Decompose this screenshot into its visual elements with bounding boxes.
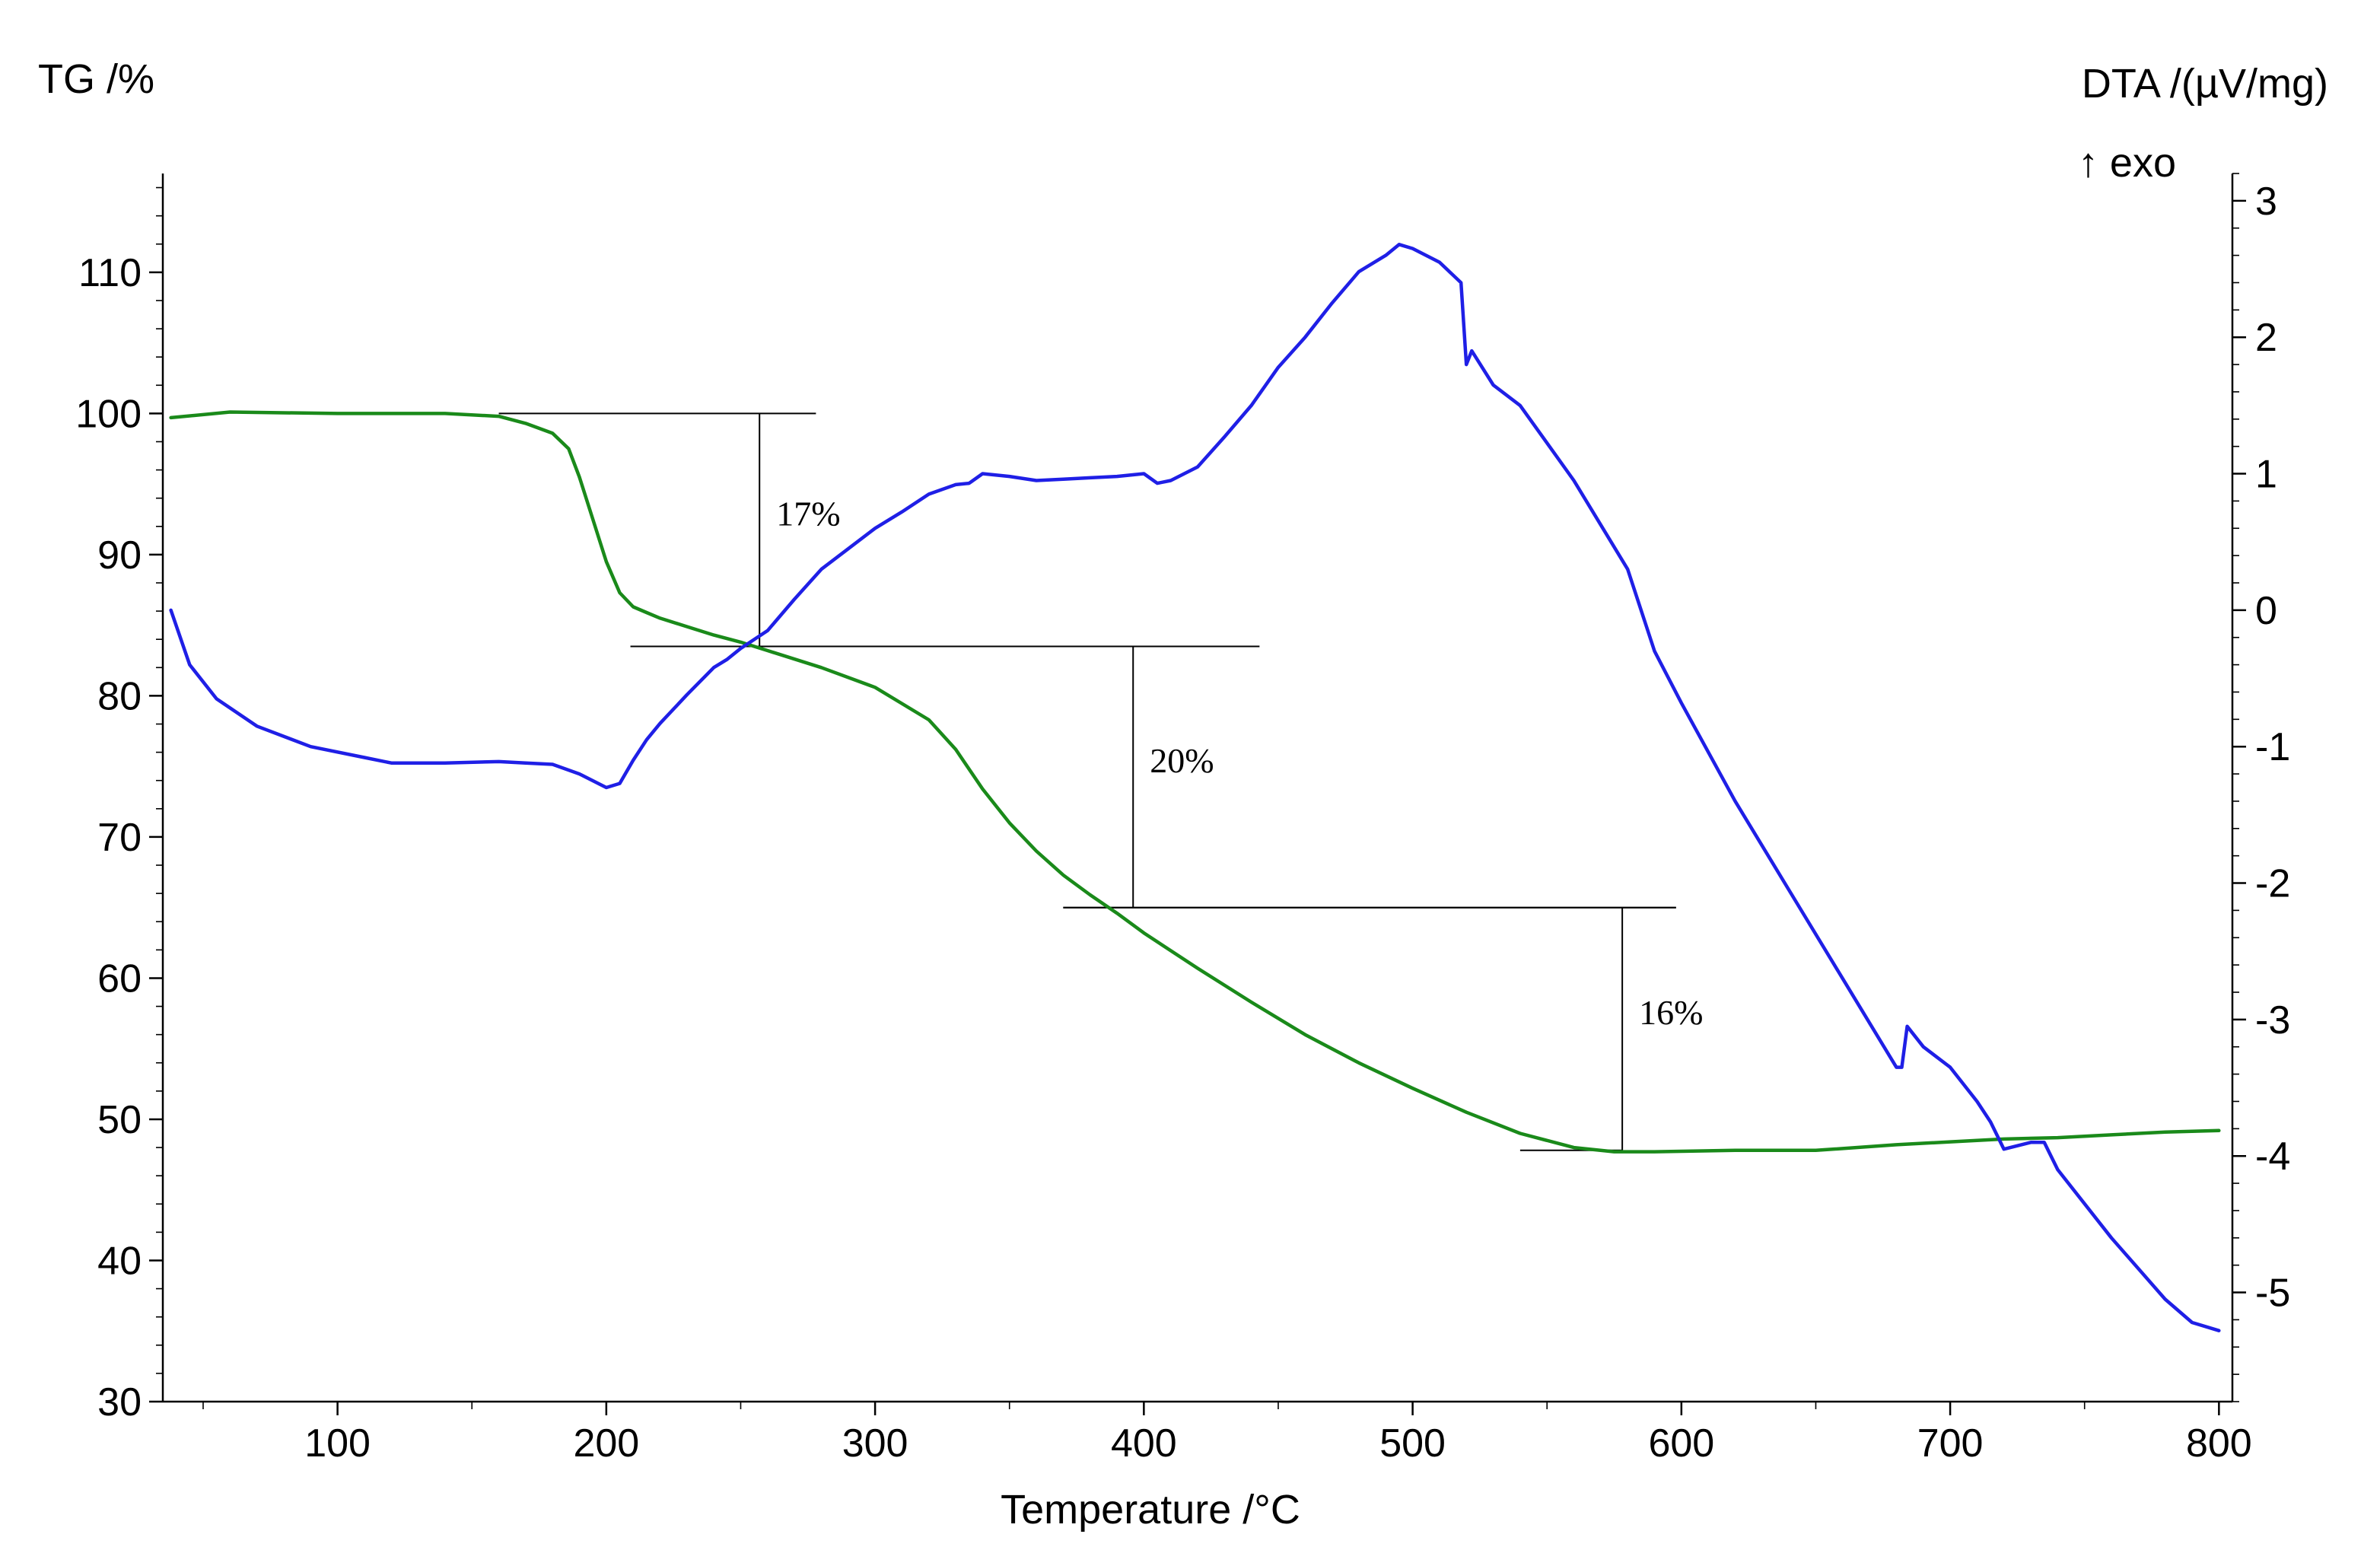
y-left-tick-label-90: 90 (97, 533, 142, 578)
step-3-label: 16% (1639, 993, 1703, 1032)
x-tick-label-700: 700 (1917, 1421, 1984, 1466)
tg-curve (169, 410, 2221, 1154)
step-annotation-lines (498, 412, 1676, 1151)
dta-curve (169, 243, 2221, 1332)
y-left-tick-label-110: 110 (78, 251, 142, 295)
y-right-tick-label--4: -4 (2255, 1135, 2290, 1179)
x-tick-label-300: 300 (842, 1421, 908, 1466)
y-right-tick-label-3: 3 (2255, 180, 2277, 224)
series-group (169, 243, 2221, 1332)
y-right-tick-label--1: -1 (2255, 725, 2290, 769)
y-right-tick-label--3: -3 (2255, 998, 2290, 1042)
y-right-tick-label--5: -5 (2255, 1272, 2290, 1316)
x-tick-label-500: 500 (1379, 1421, 1446, 1466)
x-tick-label-200: 200 (573, 1421, 639, 1466)
y-left-tick-label-50: 50 (97, 1098, 142, 1142)
y-left-axis-title: TG /% (38, 56, 154, 102)
y-right-tick-label-1: 1 (2255, 453, 2277, 497)
step-2-label: 20% (1150, 741, 1214, 780)
step-1-label: 17% (776, 494, 840, 533)
x-tick-label-100: 100 (304, 1421, 371, 1466)
x-axis-title: Temperature /°C (1001, 1487, 1300, 1532)
y-left-tick-label-40: 40 (97, 1239, 142, 1283)
y-right-tick-label-2: 2 (2255, 316, 2277, 360)
y-left-tick-label-70: 70 (97, 816, 142, 860)
y-left-tick-label-100: 100 (75, 392, 142, 436)
axes (161, 173, 2234, 1403)
y-right-tick-label--2: -2 (2255, 862, 2290, 906)
exo-direction-note: ↑ exo (2078, 140, 2176, 186)
y-left-tick-label-60: 60 (97, 956, 142, 1001)
x-tick-label-400: 400 (1111, 1421, 1177, 1466)
x-tick-label-800: 800 (2186, 1421, 2252, 1466)
y-right-tick-label-0: 0 (2255, 589, 2277, 633)
tick-group: 100 200 300 400 500 600 700 8003040506070809010… (75, 173, 2290, 1466)
y-left-tick-label-30: 30 (97, 1380, 142, 1424)
x-tick-label-600: 600 (1648, 1421, 1714, 1466)
step-annotation-labels: 17% 20% 16% (776, 494, 1703, 1032)
y-left-tick-label-80: 80 (97, 674, 142, 718)
y-right-axis-title: DTA /(µV/mg) (2082, 61, 2328, 107)
